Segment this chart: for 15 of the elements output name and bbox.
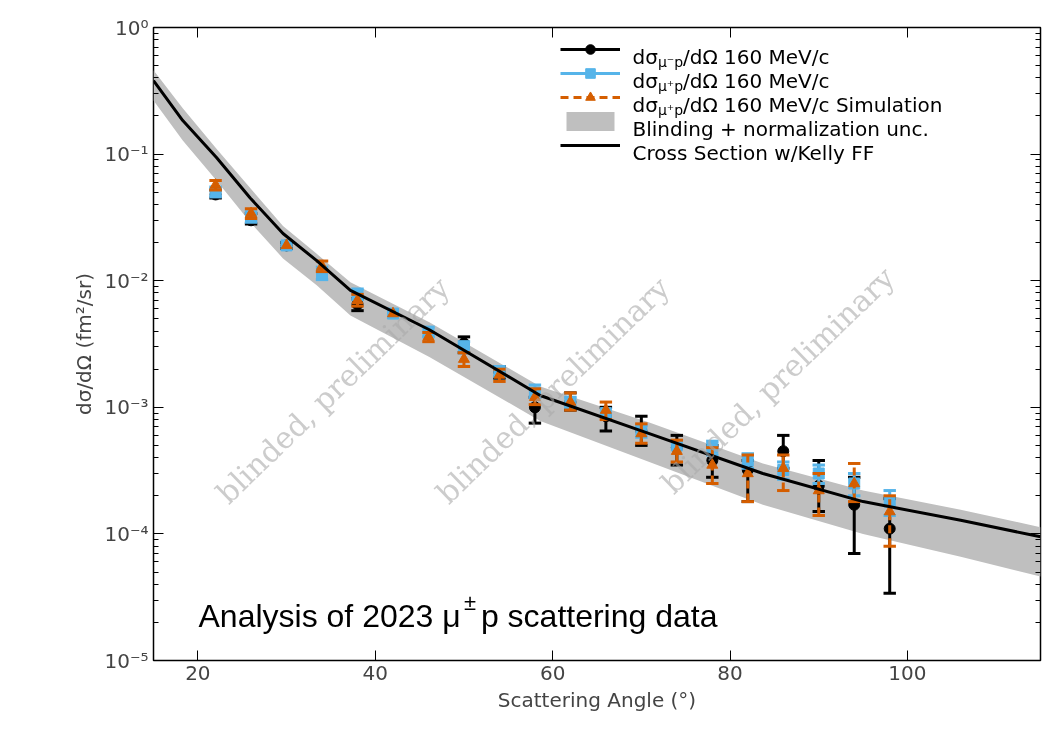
- x-tick-label: 100: [888, 660, 927, 685]
- x-axis-title: Scattering Angle (°): [497, 687, 697, 712]
- y-tick-label: 10⁻¹: [104, 142, 149, 167]
- y-tick-label: 10⁰: [115, 15, 149, 40]
- y-tick-label: 10⁻²: [104, 268, 149, 293]
- x-tick-label: 40: [362, 660, 388, 685]
- y-axis-title: dσ/dΩ (fm²/sr): [72, 273, 97, 415]
- x-tick-label: 20: [185, 660, 211, 685]
- annotation: Analysis of 2023 μ±p scattering data: [198, 590, 718, 634]
- x-tick-label: 60: [539, 660, 566, 685]
- legend-label: Cross Section w/Kelly FF: [632, 140, 875, 165]
- y-tick-label: 10⁻³: [104, 395, 149, 420]
- y-tick-label: 10⁻⁵: [104, 648, 149, 673]
- x-tick-label: 80: [717, 660, 743, 685]
- y-tick-label: 10⁻⁴: [104, 521, 149, 546]
